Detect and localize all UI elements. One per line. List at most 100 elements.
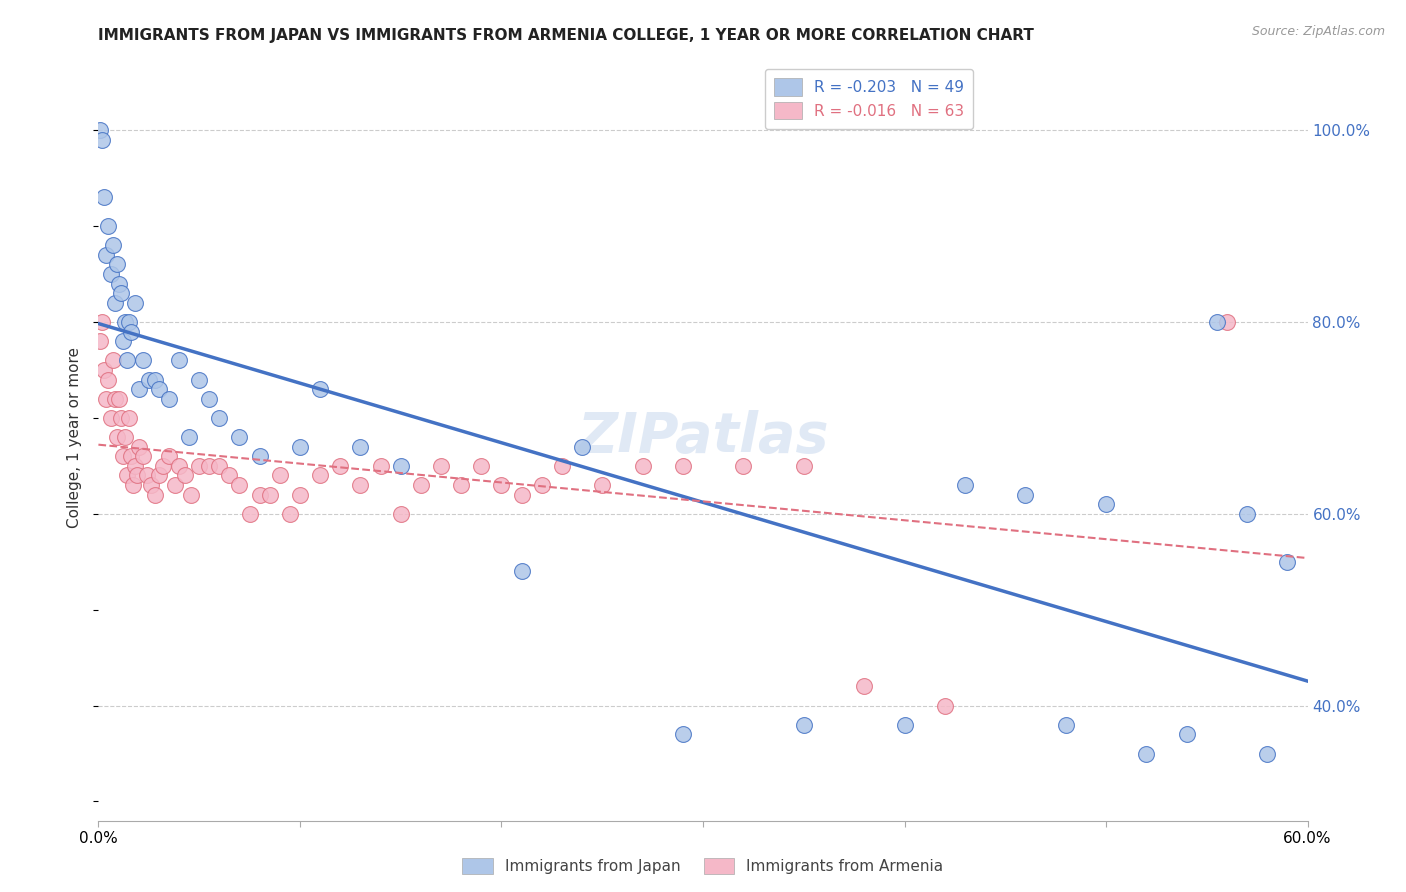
Point (470, 458, 492, 473)
Point (188, 458, 211, 473)
Point (853, 680, 876, 694)
Point (1216, 315, 1239, 329)
Point (128, 382, 150, 396)
Point (167, 458, 190, 473)
Point (208, 458, 231, 473)
Point (101, 353, 124, 368)
Point (288, 440, 311, 454)
Point (1135, 747, 1157, 761)
Legend: R = -0.203   N = 49, R = -0.016   N = 63: R = -0.203 N = 49, R = -0.016 N = 63 (765, 69, 973, 128)
Point (208, 411, 231, 425)
Point (228, 430, 250, 444)
Point (249, 450, 271, 464)
Point (124, 296, 146, 310)
Point (103, 392, 125, 406)
Point (97, 219, 120, 234)
Point (110, 286, 132, 301)
Point (115, 468, 138, 483)
Point (188, 373, 211, 387)
Point (114, 430, 136, 444)
Point (111, 450, 134, 464)
Point (132, 353, 155, 368)
Text: IMMIGRANTS FROM JAPAN VS IMMIGRANTS FROM ARMENIA COLLEGE, 1 YEAR OR MORE CORRELA: IMMIGRANTS FROM JAPAN VS IMMIGRANTS FROM… (98, 28, 1035, 43)
Point (111, 334, 134, 349)
Point (103, 296, 125, 310)
Y-axis label: College, 1 year or more: College, 1 year or more (67, 347, 83, 527)
Point (349, 478, 371, 492)
Point (121, 478, 143, 492)
Point (672, 458, 695, 473)
Point (198, 392, 221, 406)
Point (125, 468, 148, 483)
Point (1014, 488, 1036, 502)
Point (218, 468, 240, 483)
Point (135, 468, 157, 483)
Point (309, 468, 332, 483)
Point (167, 353, 190, 368)
Point (120, 325, 142, 339)
Point (105, 430, 128, 444)
Point (1175, 727, 1198, 741)
Point (389, 507, 412, 521)
Point (89, 123, 111, 137)
Point (97, 373, 120, 387)
Point (934, 698, 956, 713)
Point (157, 450, 180, 464)
Point (132, 450, 155, 464)
Point (239, 507, 262, 521)
Point (510, 488, 533, 502)
Point (114, 315, 136, 329)
Point (143, 373, 166, 387)
Point (249, 488, 271, 502)
Point (1206, 315, 1229, 329)
Point (409, 478, 432, 492)
Point (571, 440, 593, 454)
Point (107, 277, 129, 291)
Point (198, 458, 221, 473)
Point (893, 717, 915, 731)
Point (143, 488, 166, 502)
Point (510, 565, 533, 579)
Point (329, 458, 352, 473)
Point (138, 373, 160, 387)
Point (1095, 497, 1118, 511)
Point (93, 190, 115, 204)
Point (101, 238, 124, 252)
Point (105, 258, 128, 272)
Point (96, 248, 118, 262)
Point (124, 458, 146, 473)
Point (148, 468, 170, 483)
Point (89, 334, 111, 349)
Point (228, 478, 250, 492)
Point (1256, 747, 1278, 761)
Point (793, 458, 815, 473)
Point (450, 478, 472, 492)
Point (278, 507, 301, 521)
Point (288, 488, 311, 502)
Text: Source: ZipAtlas.com: Source: ZipAtlas.com (1251, 25, 1385, 38)
Point (120, 450, 142, 464)
Point (1054, 717, 1077, 731)
Point (269, 468, 291, 483)
Point (93, 363, 115, 377)
Point (1277, 555, 1299, 569)
Point (389, 458, 412, 473)
Point (793, 717, 815, 731)
Point (139, 478, 162, 492)
Point (180, 488, 202, 502)
Point (530, 478, 553, 492)
Point (100, 411, 122, 425)
Point (91, 315, 114, 329)
Point (157, 392, 180, 406)
Point (370, 458, 392, 473)
Point (672, 727, 695, 741)
Point (631, 458, 654, 473)
Point (733, 458, 755, 473)
Point (118, 315, 141, 329)
Point (91, 133, 114, 147)
Point (118, 411, 141, 425)
Point (1236, 507, 1258, 521)
Point (591, 478, 613, 492)
Point (349, 440, 371, 454)
Point (107, 392, 129, 406)
